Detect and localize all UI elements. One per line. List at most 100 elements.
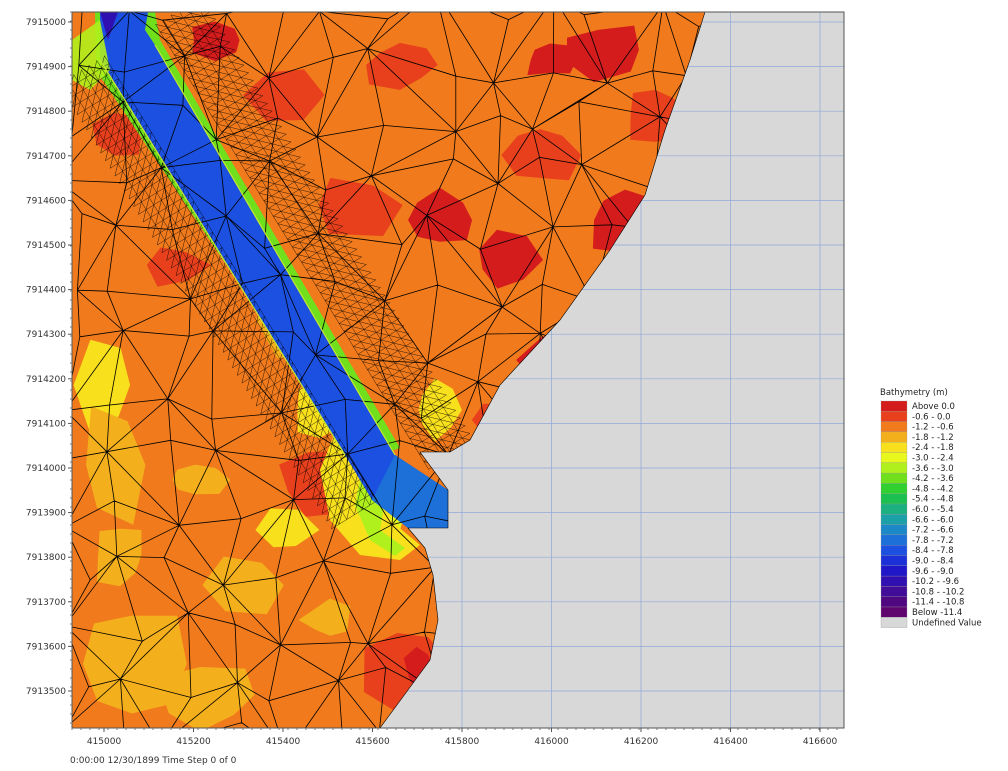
x-axis: 415000 415200 415400 415600 415800 416000 4162… [71,728,838,747]
legend-title: Bathymetry (m) [880,388,948,398]
legend-label: -1.2 - -0.6 [912,423,954,433]
legend-swatch [880,493,908,505]
depth-patch [96,528,142,587]
legend-swatch [880,442,908,453]
legend-label: -11.4 - -10.8 [912,598,964,608]
depth-patch [202,556,284,615]
y-tick-label: 7914000 [26,464,66,474]
legend-swatch [880,606,908,618]
y-tick-label: 7913800 [26,553,66,563]
legend-label: -9.0 - -8.4 [912,557,954,567]
y-tick-label: 7914800 [26,107,66,117]
legend-label: -3.0 - -2.4 [912,454,954,464]
y-tick-label: 7913900 [26,509,66,519]
legend-label: -8.4 - -7.8 [912,546,954,556]
legend-swatch [880,472,908,484]
y-tick-label: 7914700 [26,152,66,162]
x-tick-label: 415800 [445,737,480,747]
depth-patch [418,378,462,442]
legend-swatch [880,503,908,515]
legend-label: -5.4 - -4.8 [912,495,954,505]
legend-label: -4.2 - -3.6 [912,474,954,484]
depth-patch [318,177,403,236]
channel-bank-line [154,44,396,456]
plot-area[interactable] [54,0,844,755]
x-tick-label: 416400 [713,737,748,747]
mesh-refined [72,12,476,530]
y-axis: 7915000 7914900 7914800 7914700 7914600 79145… [26,11,72,724]
domain-boundary [72,12,706,728]
depth-patch [146,247,212,287]
legend-swatch [880,596,908,608]
legend-label: -9.6 - -9.0 [912,567,954,577]
plot-frame [71,11,845,729]
legend-label: -10.8 - -10.2 [912,587,964,597]
y-tick-label: 7913600 [26,642,66,652]
legend-swatch [880,514,908,525]
depth-patch [86,406,146,525]
y-tick-label: 7914900 [26,63,66,73]
legend-label: Undefined Value [912,618,982,628]
depth-patch [366,42,438,90]
depth-patches [73,21,691,728]
depth-patch [243,69,325,121]
legend-label: -6.0 - -5.4 [912,505,954,515]
depth-patch [527,43,577,76]
status-bar: 0:00:00 12/30/1899 Time Step 0 of 0 [70,756,237,766]
depth-patch [501,129,582,181]
y-tick-label: 7913500 [26,687,66,697]
x-tick-label: 415600 [355,737,390,747]
legend-label: -10.2 - -9.6 [912,577,959,587]
legend-swatch [880,483,908,494]
x-tick-label: 416200 [624,737,659,747]
y-tick-label: 7914100 [26,419,66,429]
y-tick-label: 7913700 [26,598,66,608]
depth-patch [298,598,351,636]
depth-patch [73,187,121,255]
depth-patch [162,667,255,728]
x-tick-label: 416000 [534,737,569,747]
legend-swatch [880,462,908,474]
y-tick-label: 7914200 [26,375,66,385]
legend-label: -2.4 - -1.8 [912,443,954,453]
legend-label: -4.8 - -4.2 [912,484,954,494]
legend-label: -3.6 - -3.0 [912,464,954,474]
depth-patch [566,25,639,83]
channel-bank-line [99,59,346,456]
legend-swatch [880,617,908,628]
legend-swatch [880,545,908,556]
bathymetry-surface [72,12,705,728]
legend-swatch [880,555,908,566]
depth-patch [73,339,131,432]
dredged-channel [100,12,448,528]
legend-swatch [880,431,908,443]
legend-label: Above 0.0 [912,402,955,412]
legend: Bathymetry (m) Above 0.0-0.6 - 0.0-1.2 -… [880,388,982,628]
legend-label: Below -11.4 [912,608,962,618]
legend-swatch [880,534,908,546]
turning-basin [372,455,448,528]
legend-swatch [880,452,908,463]
legend-swatch [880,411,908,422]
y-tick-label: 7915000 [26,18,66,28]
legend-label: -7.2 - -6.6 [912,526,954,536]
y-tick-label: 7914600 [26,196,66,206]
y-tick-label: 7914500 [26,241,66,251]
x-tick-label: 415400 [266,737,301,747]
legend-label: -7.8 - -7.2 [912,536,954,546]
legend-swatch [880,586,908,597]
legend-label: -0.6 - 0.0 [912,412,951,422]
legend-swatch [880,524,908,536]
deep-pocket [100,12,118,40]
legend-label: -1.8 - -1.2 [912,433,954,443]
depth-patch [408,187,472,242]
legend-label: -6.6 - -6.0 [912,515,954,525]
x-tick-label: 415000 [87,737,122,747]
legend-swatch [880,575,908,587]
y-tick-label: 7914300 [26,330,66,340]
legend-swatch [880,400,908,412]
x-tick-label: 415200 [176,737,211,747]
legend-swatch [880,421,908,433]
legend-swatch [880,565,908,577]
